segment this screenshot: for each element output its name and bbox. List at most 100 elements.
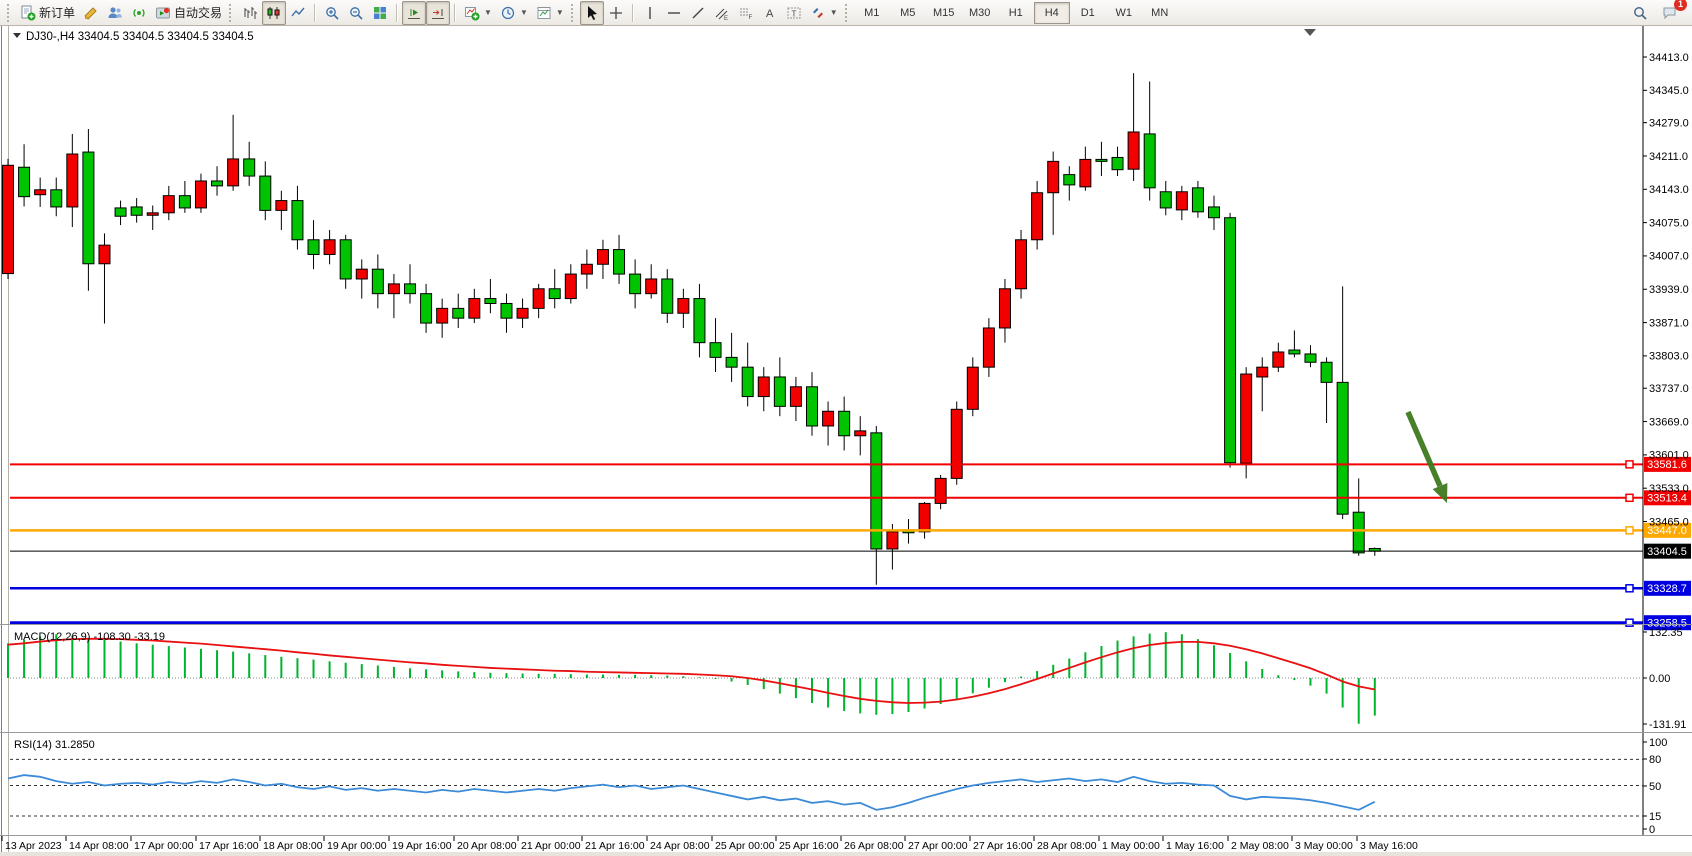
macd-scale-label: -131.91 — [1649, 719, 1686, 731]
toolbar-grip[interactable] — [844, 3, 851, 22]
candle — [1127, 73, 1140, 181]
candle — [1240, 367, 1253, 479]
line-chart-button[interactable] — [286, 1, 310, 25]
price-tick-label: 33939.0 — [1649, 284, 1689, 296]
candle — [789, 376, 802, 422]
search-icon[interactable] — [1628, 1, 1652, 25]
periods-dropdown-caret[interactable]: ▼ — [519, 8, 528, 17]
price-line-anchor[interactable] — [1625, 493, 1634, 503]
arrows-button[interactable]: ▼ — [806, 1, 842, 25]
candle — [982, 318, 995, 377]
crosshair-button[interactable] — [604, 1, 628, 25]
price-line-anchor[interactable] — [1625, 460, 1634, 469]
horizontal-line-button[interactable] — [662, 1, 686, 25]
price-badge — [1644, 615, 1691, 631]
timeframe-m15-button[interactable]: M15 — [933, 6, 955, 19]
cursor-button[interactable] — [579, 0, 604, 25]
toolbar-grip[interactable] — [570, 3, 577, 22]
candle — [500, 293, 513, 333]
candle — [98, 233, 111, 324]
bar-chart-button[interactable] — [238, 1, 262, 25]
timeframe-h4-button[interactable]: H4 — [1033, 1, 1070, 24]
fibonacci-button[interactable]: F — [734, 1, 758, 25]
templates-dropdown-caret[interactable]: ▼ — [555, 8, 564, 17]
zoom-in-button[interactable] — [320, 1, 344, 25]
candle — [1320, 357, 1333, 424]
candle — [998, 278, 1011, 343]
periods-button[interactable]: ▼ — [496, 1, 532, 25]
annotation-arrow-head[interactable] — [1432, 483, 1448, 503]
timeframe-w1-button[interactable]: W1 — [1115, 6, 1132, 19]
tile-windows-button[interactable] — [368, 1, 392, 25]
toolbar-grip[interactable] — [229, 3, 235, 22]
vertical-line-button[interactable] — [638, 1, 662, 25]
candle — [194, 173, 207, 213]
zoom-out-button[interactable] — [344, 1, 368, 25]
timeframe-h1-button[interactable]: H1 — [1008, 6, 1023, 19]
equidistant-channel-button[interactable]: E — [710, 1, 734, 25]
new-order-icon — [20, 5, 36, 21]
trendline-button[interactable] — [686, 1, 710, 25]
timeframe-m30-button[interactable]: M30 — [969, 6, 991, 19]
annotation-arrow-shaft[interactable] — [1405, 410, 1443, 488]
time-tick-label: 1 May 00:00 — [1102, 840, 1160, 852]
chart-window[interactable]: 33581.6 33513.4 33447.0 33404.5 33328.7 33258… — [0, 26, 1692, 856]
time-tick-label: 2 May 08:00 — [1231, 840, 1289, 852]
auto-scroll-icon — [406, 5, 422, 21]
timeframe-m1-button[interactable]: M1 — [864, 6, 880, 19]
signals-button[interactable] — [127, 1, 151, 25]
price-chart[interactable]: 33581.6 33513.4 33447.0 33404.5 33328.7 33258… — [0, 26, 1692, 856]
chart-shift-button[interactable] — [426, 0, 451, 25]
timeframe-d1-button[interactable]: D1 — [1080, 6, 1095, 19]
indicators-button[interactable]: ▼ — [460, 1, 496, 25]
text-label-button[interactable]: T — [782, 1, 806, 25]
rsi-scale-label: 0 — [1649, 824, 1655, 836]
auto-trading-button[interactable]: 自动交易 — [151, 1, 226, 25]
candle — [773, 357, 786, 417]
timeframe-mn-button[interactable]: MN — [1151, 6, 1169, 19]
toolbar-separator — [314, 3, 317, 22]
candle — [1208, 195, 1220, 230]
price-line-anchor[interactable] — [1625, 618, 1634, 627]
community-button[interactable] — [103, 1, 127, 25]
indicators-dropdown-caret[interactable]: ▼ — [484, 8, 492, 17]
price-line-anchor[interactable] — [1625, 584, 1634, 593]
timeframe-m5-button[interactable]: M5 — [900, 6, 916, 19]
candle — [18, 144, 31, 207]
svg-text:F: F — [748, 15, 752, 21]
rsi-scale-label: 50 — [1649, 781, 1661, 793]
time-tick-label: 20 Apr 08:00 — [457, 840, 517, 852]
candle — [484, 278, 497, 314]
new-order-button[interactable]: 新订单 — [16, 1, 79, 25]
chart-collapse-caret[interactable] — [13, 33, 21, 38]
scroll-position-marker[interactable] — [1304, 29, 1316, 36]
candle — [725, 332, 738, 382]
candle — [629, 259, 642, 309]
candlestick-chart-button[interactable] — [262, 0, 287, 25]
candle — [950, 401, 963, 485]
candle — [404, 264, 416, 304]
toolbar-grip[interactable] — [7, 3, 13, 22]
price-line-anchor[interactable] — [1625, 526, 1634, 535]
chat-icon[interactable]: 1 — [1658, 0, 1687, 25]
time-tick-label: 25 Apr 16:00 — [779, 840, 839, 852]
price-badge — [1644, 580, 1691, 596]
auto-scroll-button[interactable] — [402, 0, 427, 25]
market-watch-button[interactable] — [79, 1, 103, 25]
line-chart-icon — [290, 5, 306, 21]
arrows-dropdown-caret[interactable]: ▼ — [829, 8, 838, 17]
candle — [838, 396, 851, 451]
community-icon — [107, 5, 123, 21]
time-tick-label: 28 Apr 08:00 — [1037, 840, 1097, 852]
fibonacci-icon: F — [738, 5, 754, 21]
price-tick-label: 33871.0 — [1649, 317, 1689, 329]
zoom-in-icon — [324, 5, 340, 21]
indicators-icon — [464, 5, 480, 21]
templates-button[interactable]: ▼ — [532, 1, 568, 25]
text-button[interactable]: A — [758, 1, 782, 25]
time-tick-label: 19 Apr 16:00 — [392, 840, 452, 852]
candle — [693, 283, 706, 358]
svg-text:T: T — [791, 9, 796, 18]
candle — [1111, 146, 1124, 177]
candle — [1191, 180, 1204, 218]
